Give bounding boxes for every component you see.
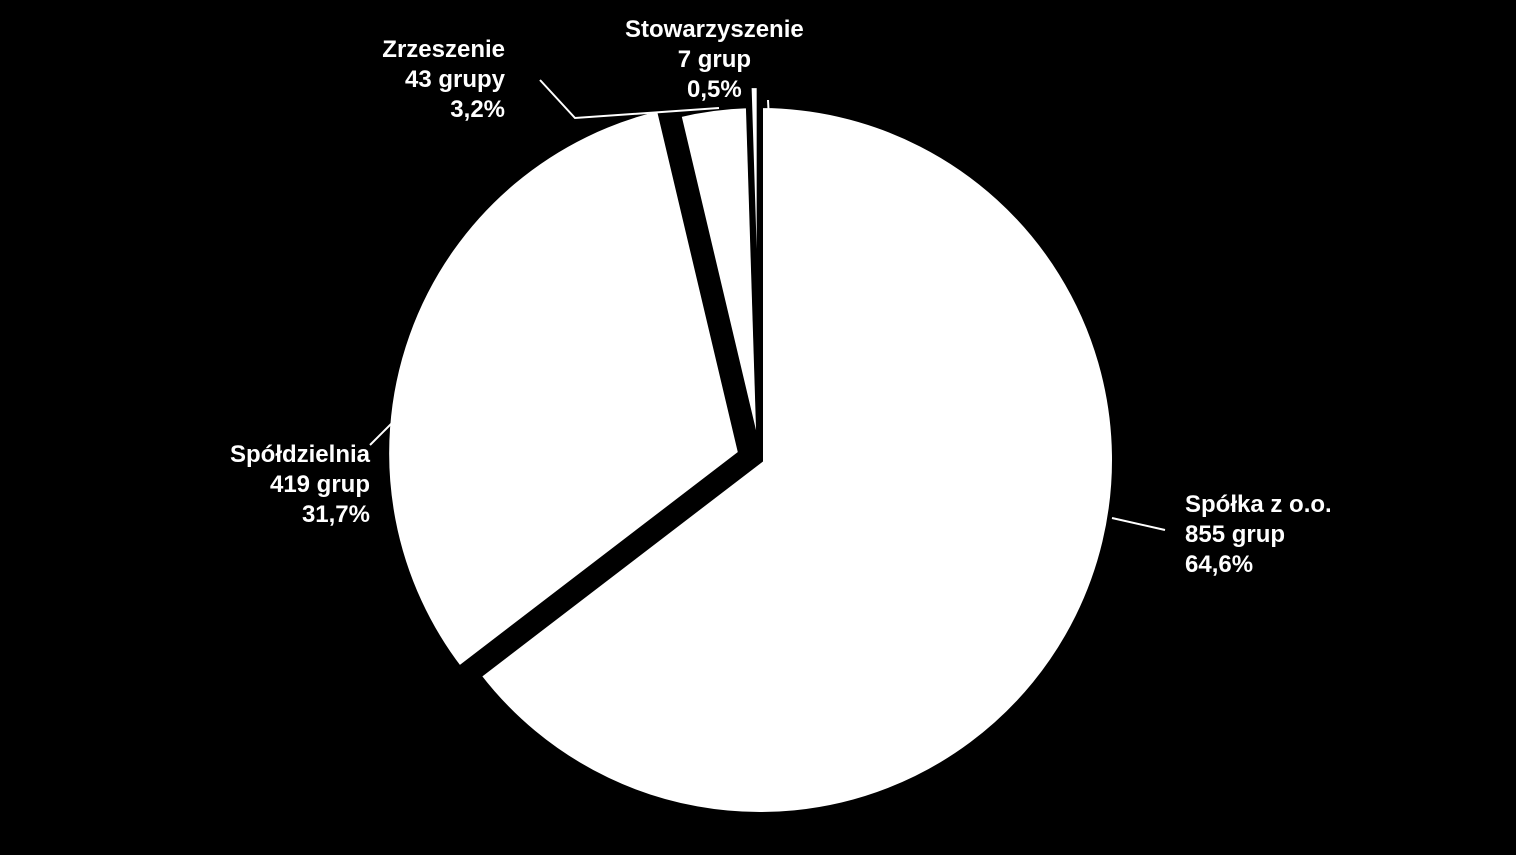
slice-percent: 3,2% <box>382 95 505 125</box>
slice-count: 7 grup <box>625 45 804 75</box>
pie-svg <box>0 0 1516 855</box>
pie-chart: Spółka z o.o.855 grup64,6% Spółdzielnia41… <box>0 0 1516 855</box>
leader-line-spolka <box>1112 518 1165 530</box>
slice-label-stowarzyszenie: Stowarzyszenie7 grup0,5% <box>625 15 804 105</box>
slice-percent: 64,6% <box>1185 550 1332 580</box>
slice-name: Spółdzielnia <box>230 440 370 470</box>
slice-label-spolka: Spółka z o.o.855 grup64,6% <box>1185 490 1332 580</box>
slice-count: 43 grupy <box>382 65 505 95</box>
slice-percent: 31,7% <box>230 500 370 530</box>
slice-percent: 0,5% <box>625 75 804 105</box>
slice-label-spoldzielnia: Spółdzielnia419 grup31,7% <box>230 440 370 530</box>
slice-count: 855 grup <box>1185 520 1332 550</box>
slice-label-zrzeszenie: Zrzeszenie43 grupy3,2% <box>382 35 505 125</box>
slice-count: 419 grup <box>230 470 370 500</box>
slice-name: Zrzeszenie <box>382 35 505 65</box>
slice-name: Spółka z o.o. <box>1185 490 1332 520</box>
slice-name: Stowarzyszenie <box>625 15 804 45</box>
